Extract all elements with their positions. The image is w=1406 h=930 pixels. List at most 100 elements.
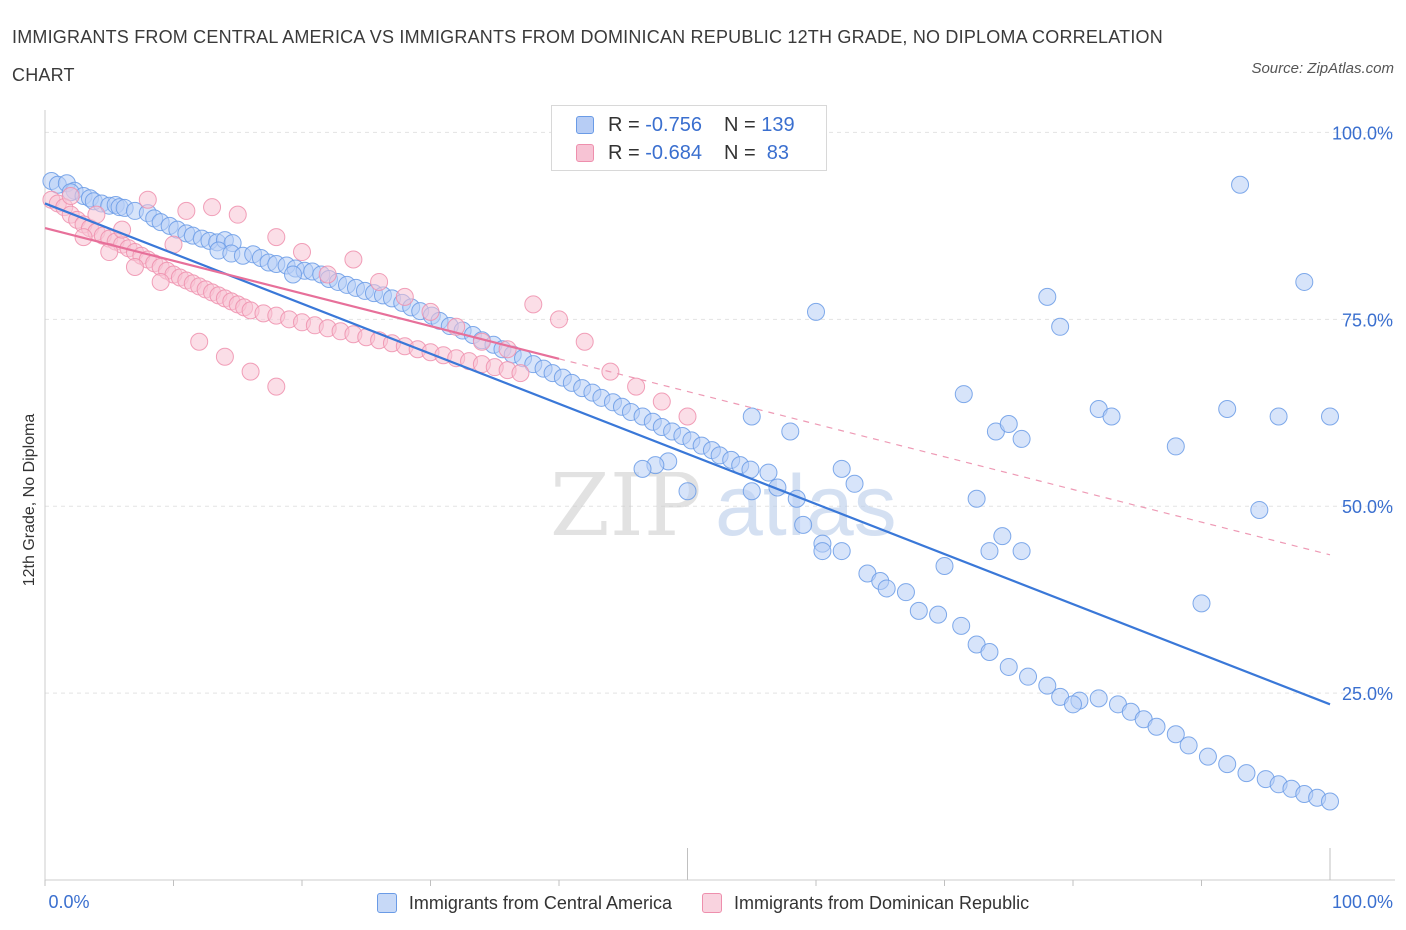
data-point: [1231, 175, 1250, 194]
data-point: [1038, 287, 1057, 306]
watermark-zip: ZIP: [550, 456, 702, 556]
legend-row-central-america: R = -0.756 N = 139: [576, 112, 795, 138]
legend-n-label: N =: [723, 113, 756, 136]
data-point: [370, 272, 389, 291]
data-point: [952, 616, 971, 635]
legend-stats-box: R = -0.756 N = 139 R = -0.684 N = 83: [551, 105, 827, 171]
data-point: [1012, 429, 1031, 448]
data-point: [215, 347, 234, 366]
data-point: [652, 392, 671, 411]
data-point: [1019, 667, 1038, 686]
y-tick-label: 25.0%: [1342, 684, 1393, 704]
data-point: [1147, 717, 1166, 736]
data-point: [832, 542, 851, 561]
data-point: [1166, 725, 1185, 744]
data-point: [633, 459, 652, 478]
axes: [44, 110, 1395, 886]
data-point: [421, 302, 440, 321]
x-tick-label-min: 0.0%: [48, 892, 89, 912]
data-point: [190, 332, 209, 351]
data-point: [980, 642, 999, 661]
trend-lines: [44, 202, 1331, 706]
data-point: [1269, 407, 1288, 426]
data-point: [1102, 407, 1121, 426]
data-point: [267, 377, 286, 396]
legend-swatch-dominican-republic: [576, 144, 594, 162]
data-point: [203, 198, 222, 217]
data-point: [138, 190, 157, 209]
data-point: [1051, 317, 1070, 336]
data-point: [228, 205, 247, 224]
data-point: [678, 407, 697, 426]
data-point: [511, 364, 530, 383]
data-point: [1064, 695, 1082, 714]
data-point: [813, 542, 832, 561]
data-point: [909, 601, 928, 620]
series-1-points: [42, 186, 697, 426]
data-point: [267, 228, 286, 247]
data-point: [980, 542, 999, 561]
legend-n-label: N =: [723, 141, 756, 164]
data-point: [993, 527, 1012, 546]
data-point: [794, 515, 813, 534]
legend-item-central-america[interactable]: Immigrants from Central America: [376, 892, 672, 914]
data-point: [896, 583, 915, 602]
data-point: [929, 605, 948, 624]
legend-label: Immigrants from Central America: [408, 892, 672, 913]
data-point: [759, 463, 778, 482]
legend-r-value-central-america: -0.756: [645, 113, 702, 136]
points-layer: [42, 172, 1339, 811]
tick-labels: 25.0% 50.0% 75.0% 100.0% 0.0% 100.0%: [48, 123, 1393, 912]
data-point: [318, 265, 337, 284]
data-point: [1179, 736, 1198, 755]
data-point: [999, 414, 1018, 433]
data-point: [1250, 500, 1269, 519]
series-0-points: [42, 172, 1339, 811]
data-point: [1166, 437, 1185, 456]
data-point: [1321, 407, 1339, 426]
trend-line-dominican-republic: [44, 227, 560, 360]
gridlines: [45, 131, 1395, 694]
data-point: [807, 302, 825, 321]
data-point: [627, 377, 646, 396]
data-point: [293, 243, 311, 262]
legend-n-value-central-america: 139: [761, 113, 795, 136]
data-point: [575, 332, 594, 351]
legend-item-dominican-republic[interactable]: Immigrants from Dominican Republic: [701, 893, 1029, 914]
data-point: [781, 422, 800, 441]
data-point: [1218, 400, 1237, 419]
data-point: [845, 474, 864, 493]
data-point: [1192, 594, 1211, 613]
chart-title: IMMIGRANTS FROM CENTRAL AMERICA VS IMMIG…: [12, 27, 1163, 85]
data-point: [395, 287, 414, 306]
trend-line-central-america: [44, 202, 1331, 706]
data-point: [344, 250, 363, 269]
data-point: [742, 482, 761, 501]
legend-swatch: [376, 893, 397, 913]
legend-swatch: [701, 893, 722, 913]
data-point: [177, 201, 196, 220]
data-point: [1012, 542, 1031, 561]
legend-swatch-central-america: [576, 116, 594, 134]
watermark: ZIP atlas: [550, 456, 897, 556]
legend-r-label: R =: [608, 141, 640, 164]
data-point: [877, 579, 896, 598]
data-point: [241, 362, 260, 381]
data-point: [1321, 792, 1339, 811]
data-point: [954, 385, 973, 404]
legend-bottom: Immigrants from Central America Immigran…: [0, 888, 1406, 918]
data-point: [1295, 272, 1314, 291]
data-point: [61, 186, 80, 205]
data-point: [1237, 764, 1256, 783]
legend-r-label: R =: [608, 113, 640, 136]
legend-n-value-dominican-republic: 83: [766, 141, 790, 164]
data-point: [967, 489, 986, 508]
data-point: [678, 482, 697, 501]
data-point: [935, 557, 954, 576]
data-point: [1198, 747, 1217, 766]
data-point: [550, 310, 568, 329]
x-tick-label-max: 100.0%: [1332, 892, 1393, 912]
trend-line-dominican-republic-dashed: [558, 358, 1331, 556]
data-point: [1089, 689, 1108, 708]
